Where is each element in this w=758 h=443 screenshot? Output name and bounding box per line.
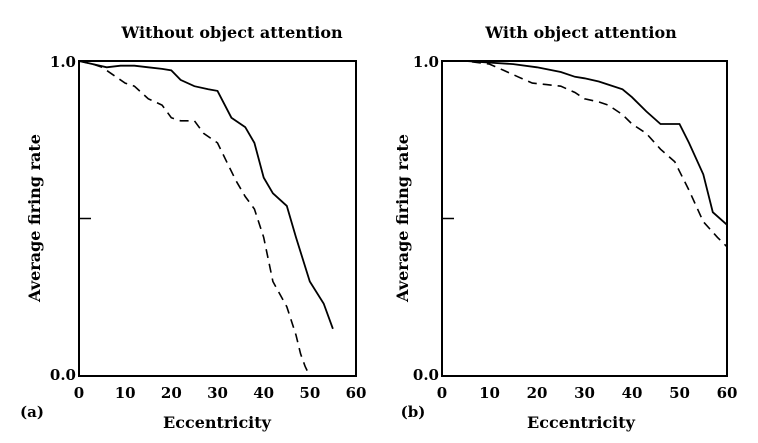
- panel-a-ytick-1: 1.0: [50, 53, 76, 71]
- panel-b-xtick-0: 0: [437, 384, 447, 402]
- panel-b-ytick-0: 0.0: [413, 366, 439, 384]
- panel-a-xtick-10: 10: [115, 384, 136, 402]
- panel-a-series-dashed-line: [78, 60, 311, 377]
- panel-a-ytick-0: 0.0: [50, 366, 76, 384]
- panel-b-xtick-10: 10: [479, 384, 500, 402]
- panel-b-xtick-30: 30: [574, 384, 595, 402]
- panel-b-xtick-60: 60: [717, 384, 738, 402]
- panel-a-xtick-50: 50: [299, 384, 320, 402]
- panel-b-x-tick-labels: 0 10 20 30 40 50 60: [437, 384, 738, 402]
- panel-a-chart: Without object attention 1.0 0.0 0 10 20 30…: [20, 23, 366, 432]
- panel-a-xtick-60: 60: [346, 384, 367, 402]
- panel-b-series: [442, 60, 728, 248]
- panel-a-plot-frame: [78, 60, 357, 377]
- panel-a-xlabel: Eccentricity: [163, 413, 272, 432]
- panel-a-title: Without object attention: [120, 23, 343, 42]
- panel-a-series: [78, 60, 334, 377]
- panel-b-letter: (b): [401, 403, 426, 421]
- panel-a-xtick-0: 0: [74, 384, 84, 402]
- panel-b-xtick-50: 50: [669, 384, 690, 402]
- panel-a-series-solid-line: [78, 60, 334, 330]
- panel-a-xtick-20: 20: [161, 384, 182, 402]
- panel-a-letter: (a): [20, 403, 44, 421]
- panel-b-ytick-1: 1.0: [413, 53, 439, 71]
- panel-b-xtick-40: 40: [622, 384, 643, 402]
- panel-a-xtick-40: 40: [253, 384, 274, 402]
- panel-b-ylabel: Average firing rate: [393, 134, 412, 303]
- panel-b-title: With object attention: [484, 23, 677, 42]
- panel-b-series-dashed-line: [442, 60, 728, 248]
- panel-b-series-solid-line: [442, 60, 728, 226]
- panel-a-x-tick-labels: 0 10 20 30 40 50 60: [74, 384, 367, 402]
- panel-b-chart: With object attention 1.0 0.0 0 10 20 30 40 5…: [393, 23, 737, 432]
- panel-b-xlabel: Eccentricity: [527, 413, 636, 432]
- panel-a-ylabel: Average firing rate: [25, 134, 44, 303]
- panel-b-plot-frame: [441, 60, 728, 377]
- panel-b-xtick-20: 20: [527, 384, 548, 402]
- panel-a-xtick-30: 30: [207, 384, 228, 402]
